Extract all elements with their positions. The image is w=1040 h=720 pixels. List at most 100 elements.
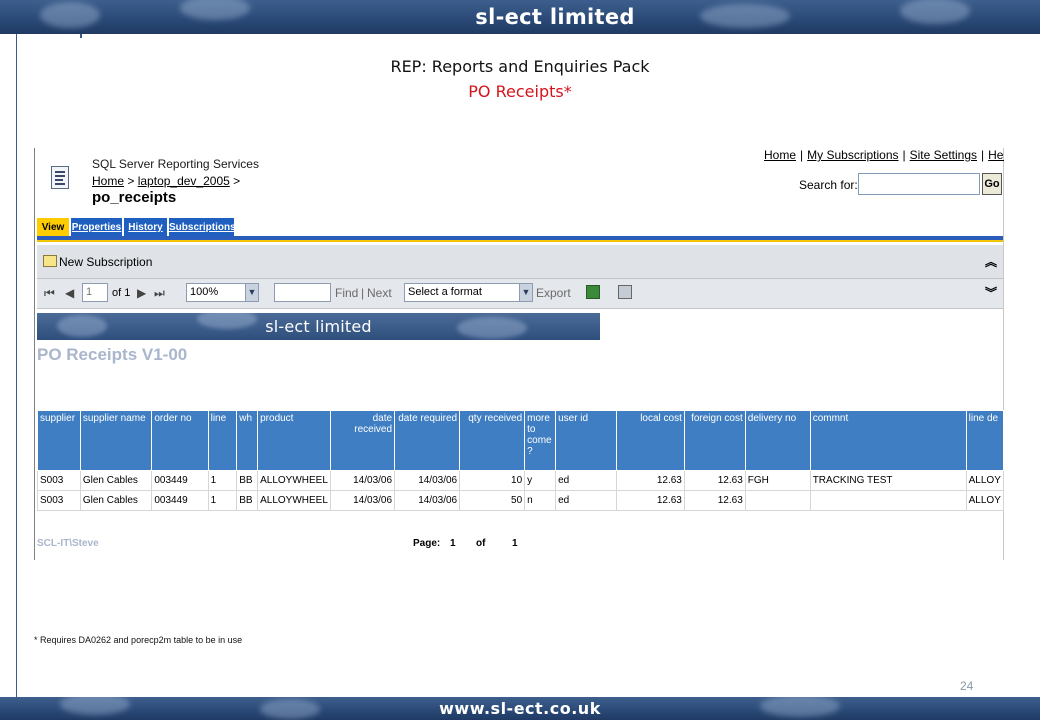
format-dropdown-icon[interactable]: ▼ bbox=[519, 283, 533, 302]
table-cell: 50 bbox=[459, 490, 526, 511]
previous-page-icon[interactable]: ◀ bbox=[65, 286, 75, 300]
breadcrumb-folder-link[interactable]: laptop_dev_2005 bbox=[137, 174, 230, 188]
column-header: date received bbox=[329, 410, 396, 471]
table-cell: 1 bbox=[207, 490, 238, 511]
table-cell: 12.63 bbox=[615, 490, 685, 511]
slide-subtitle: PO Receipts* bbox=[468, 82, 572, 101]
slide-banner-bottom: www.sl-ect.co.uk bbox=[0, 697, 1040, 720]
next-link[interactable]: Next bbox=[367, 286, 392, 300]
first-page-icon[interactable]: ⏮ bbox=[44, 286, 55, 300]
zoom-dropdown-icon[interactable]: ▼ bbox=[245, 283, 259, 302]
search-input[interactable] bbox=[858, 173, 980, 195]
column-header: more to come ? bbox=[524, 410, 557, 471]
help-link[interactable]: Help bbox=[988, 148, 1004, 162]
export-format-select[interactable]: Select a format bbox=[404, 283, 520, 302]
table-cell: S003 bbox=[37, 470, 81, 491]
slide-banner-top: sl-ect limited bbox=[0, 0, 1040, 34]
next-page-icon[interactable]: ▶ bbox=[137, 286, 147, 300]
table-row: S003 Glen Cables 003449 1 BB ALLOYWHEEL … bbox=[37, 470, 1004, 491]
expand-icon[interactable]: ︾ bbox=[985, 286, 998, 300]
table-cell: ALLOY bbox=[965, 490, 1004, 511]
table-cell: n bbox=[524, 490, 557, 511]
report-banner-text: sl-ect limited bbox=[265, 317, 372, 336]
tab-view[interactable]: View bbox=[37, 218, 69, 238]
go-button[interactable]: Go bbox=[982, 173, 1002, 195]
po-receipts-table: supplier supplier name order no line wh … bbox=[37, 410, 1004, 511]
link-separator: | bbox=[981, 148, 985, 162]
report-document-icon bbox=[51, 166, 69, 189]
new-subscription-button[interactable]: New Subscription bbox=[59, 255, 153, 269]
collapse-icon[interactable]: ︽ bbox=[984, 255, 997, 269]
table-cell: FGH bbox=[744, 470, 811, 491]
column-header: line de bbox=[965, 410, 1004, 471]
website-url: www.sl-ect.co.uk bbox=[439, 699, 601, 718]
banner-logo-text: sl-ect limited bbox=[475, 5, 635, 29]
table-header-row: supplier supplier name order no line wh … bbox=[37, 410, 1004, 471]
column-header: wh bbox=[236, 410, 259, 471]
column-header: delivery no bbox=[744, 410, 811, 471]
slide-left-rule bbox=[16, 34, 17, 697]
page-number-input[interactable]: 1 bbox=[82, 283, 108, 302]
find-separator: | bbox=[361, 286, 365, 300]
tab-subscriptions[interactable]: Subscriptions bbox=[168, 218, 236, 238]
subscription-bar: New Subscription ︽ bbox=[37, 245, 1003, 279]
breadcrumb-separator: > bbox=[233, 174, 241, 188]
tab-properties[interactable]: Properties bbox=[70, 218, 122, 238]
find-text-input[interactable] bbox=[274, 283, 331, 302]
link-separator: | bbox=[800, 148, 804, 162]
column-header: line bbox=[207, 410, 238, 471]
report-toolbar: ⏮ ◀ 1 of 1 ▶ ⏭ 100% ▼ Find | Next Select… bbox=[37, 279, 1003, 309]
table-cell: 12.63 bbox=[683, 470, 746, 491]
column-header: supplier name bbox=[79, 410, 153, 471]
footer-page-number: 1 bbox=[450, 538, 456, 549]
table-cell bbox=[809, 490, 967, 511]
table-cell: y bbox=[524, 470, 557, 491]
search-label: Search for: bbox=[799, 178, 858, 192]
screenshot-left-border bbox=[34, 148, 35, 560]
top-links: Home|My Subscriptions|Site Settings|Help bbox=[764, 148, 1004, 162]
table-cell: 14/03/06 bbox=[329, 490, 396, 511]
home-link[interactable]: Home bbox=[764, 148, 797, 162]
table-cell: Glen Cables bbox=[79, 470, 153, 491]
footer-page-total: 1 bbox=[512, 538, 518, 549]
table-cell: ALLOYWHEEL bbox=[257, 470, 331, 491]
column-header: commnt bbox=[809, 410, 967, 471]
tab-underline-accent bbox=[37, 240, 1003, 242]
page-count-label: of 1 bbox=[112, 287, 131, 299]
table-cell: 003449 bbox=[151, 490, 209, 511]
table-cell: ALLOYWHEEL bbox=[257, 490, 331, 511]
column-header: qty received bbox=[459, 410, 526, 471]
column-header: date required bbox=[394, 410, 461, 471]
find-link[interactable]: Find bbox=[335, 286, 359, 300]
breadcrumb-separator: > bbox=[127, 174, 135, 188]
footer-of-label: of bbox=[476, 538, 486, 549]
ssrs-screenshot: SQL Server Reporting Services Home > lap… bbox=[34, 148, 1004, 560]
tab-history[interactable]: History bbox=[123, 218, 167, 238]
slide-footnote: * Requires DA0262 and porecp2m table to … bbox=[34, 635, 243, 645]
table-cell: BB bbox=[236, 490, 259, 511]
slide-rule-tick bbox=[80, 34, 82, 38]
table-cell: 10 bbox=[459, 470, 526, 491]
table-cell: 14/03/06 bbox=[329, 470, 396, 491]
report-name: po_receipts bbox=[92, 189, 177, 206]
print-icon[interactable] bbox=[618, 285, 632, 299]
column-header: foreign cost bbox=[683, 410, 746, 471]
slide-page-number: 24 bbox=[960, 679, 974, 693]
table-cell: Glen Cables bbox=[79, 490, 153, 511]
table-cell: ed bbox=[555, 490, 617, 511]
site-settings-link[interactable]: Site Settings bbox=[909, 148, 978, 162]
breadcrumb-home-link[interactable]: Home bbox=[92, 174, 125, 188]
export-link[interactable]: Export bbox=[536, 286, 571, 300]
zoom-select[interactable]: 100% bbox=[186, 283, 246, 302]
my-subscriptions-link[interactable]: My Subscriptions bbox=[807, 148, 899, 162]
link-separator: | bbox=[902, 148, 906, 162]
slide-title: REP: Reports and Enquiries Pack bbox=[390, 57, 650, 76]
report-banner: sl-ect limited bbox=[37, 313, 600, 340]
last-page-icon[interactable]: ⏭ bbox=[154, 286, 165, 300]
product-name: SQL Server Reporting Services bbox=[92, 157, 259, 171]
column-header: local cost bbox=[615, 410, 685, 471]
refresh-icon[interactable] bbox=[586, 285, 600, 299]
column-header: user id bbox=[555, 410, 617, 471]
table-cell: 12.63 bbox=[615, 470, 685, 491]
new-subscription-icon[interactable] bbox=[43, 255, 57, 267]
